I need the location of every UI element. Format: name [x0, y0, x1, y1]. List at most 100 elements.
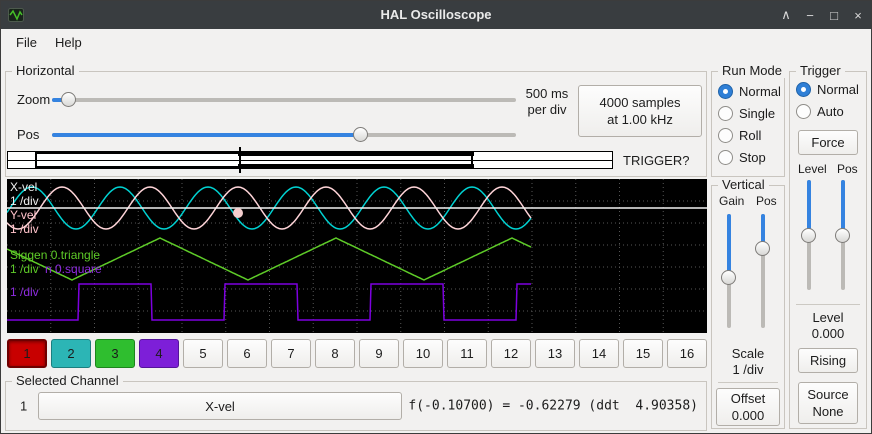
horizontal-group: Horizontal Zoom Pos 500 ms per div 4000 … — [5, 63, 707, 177]
slider-track[interactable] — [52, 98, 516, 102]
channel-button-10[interactable]: 10 — [403, 339, 443, 368]
run-mode-option-label: Roll — [739, 127, 762, 143]
channel-button-4[interactable]: 4 — [139, 339, 179, 368]
minimize-button[interactable]: − — [806, 7, 814, 23]
vertical-pos-slider[interactable] — [755, 214, 771, 328]
zoom-label: Zoom — [17, 92, 51, 107]
trigger-level-slider-label: Level — [798, 162, 827, 176]
run-mode-option-roll[interactable]: Roll — [718, 124, 781, 146]
menu-file[interactable]: File — [16, 34, 37, 50]
capture-view-region[interactable] — [238, 152, 474, 168]
run-mode-option-label: Stop — [739, 149, 766, 165]
slider-handle[interactable] — [801, 227, 816, 243]
radio-checked-icon[interactable] — [796, 81, 811, 97]
timebase-readout: 500 ms per div — [518, 86, 576, 118]
slider-handle[interactable] — [352, 127, 368, 142]
trigger-level-slider[interactable] — [801, 180, 817, 290]
radio-unchecked-icon[interactable] — [796, 103, 811, 119]
channel-button-8[interactable]: 8 — [315, 339, 355, 368]
capture-extent-line — [8, 160, 612, 161]
trigger-pos-slider[interactable] — [835, 180, 851, 290]
slider-handle[interactable] — [835, 227, 850, 243]
samples-button[interactable]: 4000 samples at 1.00 kHz — [578, 85, 702, 137]
slider-fill — [761, 214, 765, 248]
channel-button-6[interactable]: 6 — [227, 339, 267, 368]
channel-button-14[interactable]: 14 — [579, 339, 619, 368]
trigger-group: Trigger Normal Auto Force Level Pos Level… — [789, 63, 867, 429]
maximize-button[interactable]: □ — [830, 7, 838, 23]
channel-button-5[interactable]: 5 — [183, 339, 223, 368]
zoom-slider[interactable] — [52, 92, 516, 108]
capture-position-bar[interactable] — [7, 147, 613, 173]
slider-handle[interactable] — [60, 92, 76, 107]
slider-handle[interactable] — [721, 270, 736, 286]
channel-button-3[interactable]: 3 — [95, 339, 135, 368]
run-mode-option-normal[interactable]: Normal — [718, 80, 781, 102]
channel-button-16[interactable]: 16 — [667, 339, 707, 368]
selected-channel-group: Selected Channel 1 X-vel f(-0.10700) = -… — [5, 373, 707, 431]
channel-button-7[interactable]: 7 — [271, 339, 311, 368]
vertical-group: Vertical Gain Pos Scale 1 /div Offset 0.… — [711, 177, 785, 429]
slider-fill — [841, 180, 845, 235]
samples-rate: at 1.00 kHz — [607, 112, 673, 127]
window-title: HAL Oscilloscope — [380, 7, 492, 22]
run-mode-option-single[interactable]: Single — [718, 102, 781, 124]
app-icon — [8, 8, 24, 22]
horizontal-pos-slider[interactable] — [52, 127, 516, 143]
channel-button-15[interactable]: 15 — [623, 339, 663, 368]
slope-button-label: Rising — [809, 353, 847, 368]
scale-readout-value: 1 /div — [732, 362, 764, 377]
slider-track[interactable] — [761, 214, 765, 328]
channel-button-11[interactable]: 11 — [447, 339, 487, 368]
channel-name-label: X-vel — [205, 398, 235, 414]
samples-count: 4000 samples — [599, 95, 681, 110]
run-mode-option-stop[interactable]: Stop — [718, 146, 781, 168]
pos-label: Pos — [17, 127, 40, 142]
channel-button-13[interactable]: 13 — [535, 339, 575, 368]
trigger-source-label: Source — [807, 387, 849, 402]
trigger-level-readout-value: 0.000 — [811, 326, 845, 341]
scope-channel-label: Y-vel — [10, 208, 37, 222]
trigger-option-normal[interactable]: Normal — [796, 78, 859, 100]
channel-button-9[interactable]: 9 — [359, 339, 399, 368]
slider-fill — [52, 133, 360, 137]
slider-fill — [807, 180, 811, 235]
radio-unchecked-icon[interactable] — [718, 105, 733, 121]
timebase-value: 500 ms — [525, 86, 569, 101]
radio-unchecked-icon[interactable] — [718, 149, 733, 165]
gain-slider-label: Gain — [719, 194, 745, 208]
titlebar[interactable]: HAL Oscilloscope ∧ − □ × — [1, 1, 871, 29]
scope-channel-label: 1 /div — [10, 194, 39, 208]
force-button[interactable]: Force — [798, 130, 858, 155]
vertical-pos-slider-label: Pos — [756, 194, 777, 208]
scope-channel-label: X-vel — [10, 180, 38, 194]
channel-name-button[interactable]: X-vel — [38, 392, 402, 420]
run-mode-options: Normal Single Roll Stop — [718, 80, 781, 168]
radio-unchecked-icon[interactable] — [718, 127, 733, 143]
force-button-label: Force — [811, 135, 845, 150]
trigger-position-marker[interactable] — [239, 147, 241, 173]
slope-button[interactable]: Rising — [798, 348, 858, 373]
slider-handle[interactable] — [755, 240, 770, 256]
shade-button[interactable]: ∧ — [781, 7, 791, 22]
channel-button-12[interactable]: 12 — [491, 339, 531, 368]
divider — [796, 304, 860, 305]
divider — [718, 382, 778, 383]
radio-checked-icon[interactable] — [718, 83, 733, 99]
channel-button-1[interactable]: 1 — [7, 339, 47, 368]
offset-button[interactable]: Offset 0.000 — [716, 388, 780, 426]
channel-button-2[interactable]: 2 — [51, 339, 91, 368]
run-mode-group: Run Mode Normal Single Roll Stop — [711, 63, 786, 177]
trigger-source-button[interactable]: Source None — [798, 382, 858, 424]
menu-help[interactable]: Help — [54, 34, 82, 50]
close-button[interactable]: × — [854, 7, 862, 23]
scope-display: X-vel 1 /div Y-vel 1 /div Siggen 0.triangle 1… — [7, 179, 707, 333]
trigger-option-auto[interactable]: Auto — [796, 100, 859, 122]
trigger-pos-slider-label: Pos — [837, 162, 858, 176]
trigger-group-label: Trigger — [796, 63, 845, 78]
trigger-option-label: Normal — [817, 81, 859, 97]
run-mode-option-label: Single — [739, 105, 776, 121]
gain-slider[interactable] — [721, 214, 737, 328]
channel-row: 1 2 3 4 5 6 7 8 9 10 11 12 13 14 15 16 — [7, 339, 707, 368]
